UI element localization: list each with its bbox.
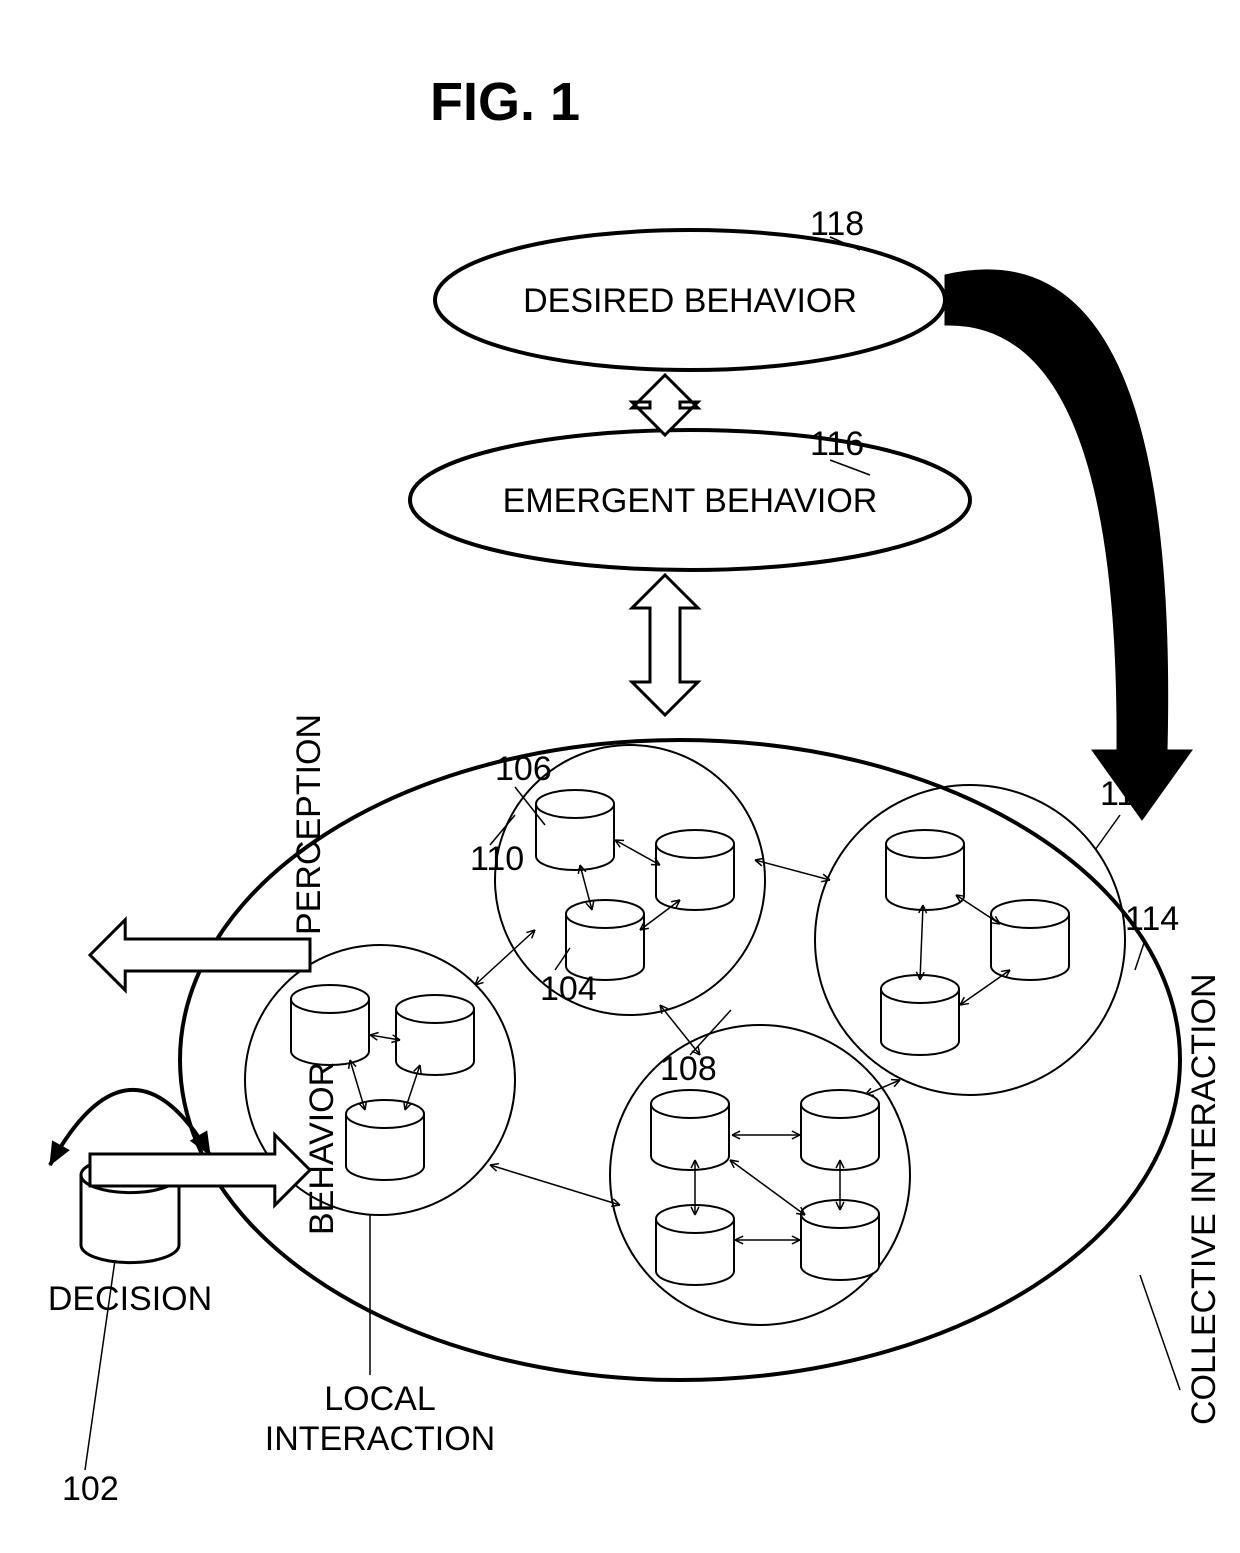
local-interaction-arrow <box>735 1236 800 1244</box>
hollow-arrow <box>90 920 310 990</box>
emergent-behavior-label: EMERGENT BEHAVIOR <box>503 482 878 520</box>
cylinder-top <box>291 985 369 1013</box>
ref-number: 112 <box>1100 775 1154 813</box>
cylinder-top <box>536 790 614 818</box>
hollow-arrow <box>632 575 698 715</box>
collective-interaction-label: COLLECTIVE INTERACTION <box>1185 973 1223 1425</box>
cylinder-top <box>991 900 1069 928</box>
local-interaction-arrow <box>615 840 660 865</box>
local-interaction-arrow <box>960 970 1010 1005</box>
cluster-circle <box>610 1025 910 1325</box>
cluster-circle <box>815 785 1125 1095</box>
local-interaction-arrow <box>730 1160 805 1215</box>
desired-behavior-label: DESIRED BEHAVIOR <box>523 282 857 320</box>
ref-number: 116 <box>810 425 864 463</box>
ref-number: 114 <box>1125 900 1179 938</box>
arc-arrowhead <box>50 1141 69 1165</box>
perception-label: PERCEPTION <box>290 714 328 935</box>
ref-number: 104 <box>540 970 597 1008</box>
ref-leader <box>690 1010 731 1055</box>
local-interaction-arrow <box>865 1080 900 1096</box>
ref-leader <box>1135 940 1145 970</box>
ref-number: 108 <box>660 1050 717 1088</box>
local-interaction-arrow <box>640 900 680 930</box>
local-interaction-label-2: INTERACTION <box>265 1420 495 1458</box>
cylinder-top <box>566 900 644 928</box>
cylinder-top <box>656 830 734 858</box>
local-interaction-arrow <box>916 905 926 980</box>
ref-leader <box>1095 815 1120 850</box>
hollow-arrow <box>632 375 698 435</box>
feedback-arrow <box>945 270 1192 820</box>
ref-number: 110 <box>470 840 524 878</box>
ref-number: 102 <box>62 1470 119 1508</box>
ref-number: 106 <box>495 750 552 788</box>
local-interaction-arrow <box>732 1131 800 1139</box>
cylinder-top <box>396 995 474 1023</box>
behavior-label: BEHAVIOR <box>303 1062 341 1235</box>
figure-title: FIG. 1 <box>430 72 580 132</box>
ref-number: 118 <box>810 205 864 243</box>
local-interaction-arrow <box>475 930 535 985</box>
cylinder-top <box>801 1090 879 1118</box>
local-interaction-label-1: LOCAL <box>324 1380 436 1418</box>
cylinder-top <box>346 1100 424 1128</box>
local-interaction-arrow <box>755 858 830 881</box>
cylinder-top <box>886 830 964 858</box>
leader-line <box>1140 1275 1180 1390</box>
local-interaction-arrow <box>490 1164 620 1207</box>
cylinder-top <box>651 1090 729 1118</box>
decision-label: DECISION <box>48 1280 212 1318</box>
